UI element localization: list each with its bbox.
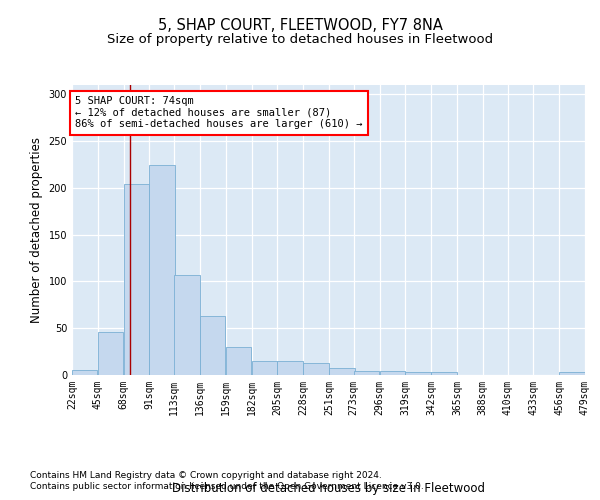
X-axis label: Distribution of detached houses by size in Fleetwood: Distribution of detached houses by size … <box>172 482 485 495</box>
Bar <box>303 363 329 375</box>
Text: Contains public sector information licensed under the Open Government Licence v3: Contains public sector information licen… <box>30 482 424 491</box>
Bar <box>226 347 251 375</box>
Bar <box>174 275 200 375</box>
Bar <box>251 361 277 375</box>
Bar <box>124 184 149 375</box>
Bar <box>149 164 175 375</box>
Text: Size of property relative to detached houses in Fleetwood: Size of property relative to detached ho… <box>107 32 493 46</box>
Bar <box>72 370 97 375</box>
Bar <box>380 372 405 375</box>
Text: Contains HM Land Registry data © Crown copyright and database right 2024.: Contains HM Land Registry data © Crown c… <box>30 471 382 480</box>
Text: 5, SHAP COURT, FLEETWOOD, FY7 8NA: 5, SHAP COURT, FLEETWOOD, FY7 8NA <box>158 18 442 32</box>
Bar <box>354 372 379 375</box>
Bar <box>559 372 584 375</box>
Bar <box>329 368 355 375</box>
Bar <box>98 332 124 375</box>
Bar <box>277 361 303 375</box>
Text: 5 SHAP COURT: 74sqm
← 12% of detached houses are smaller (87)
86% of semi-detach: 5 SHAP COURT: 74sqm ← 12% of detached ho… <box>76 96 363 130</box>
Y-axis label: Number of detached properties: Number of detached properties <box>30 137 43 323</box>
Bar <box>431 372 457 375</box>
Bar <box>406 372 431 375</box>
Bar <box>200 316 226 375</box>
